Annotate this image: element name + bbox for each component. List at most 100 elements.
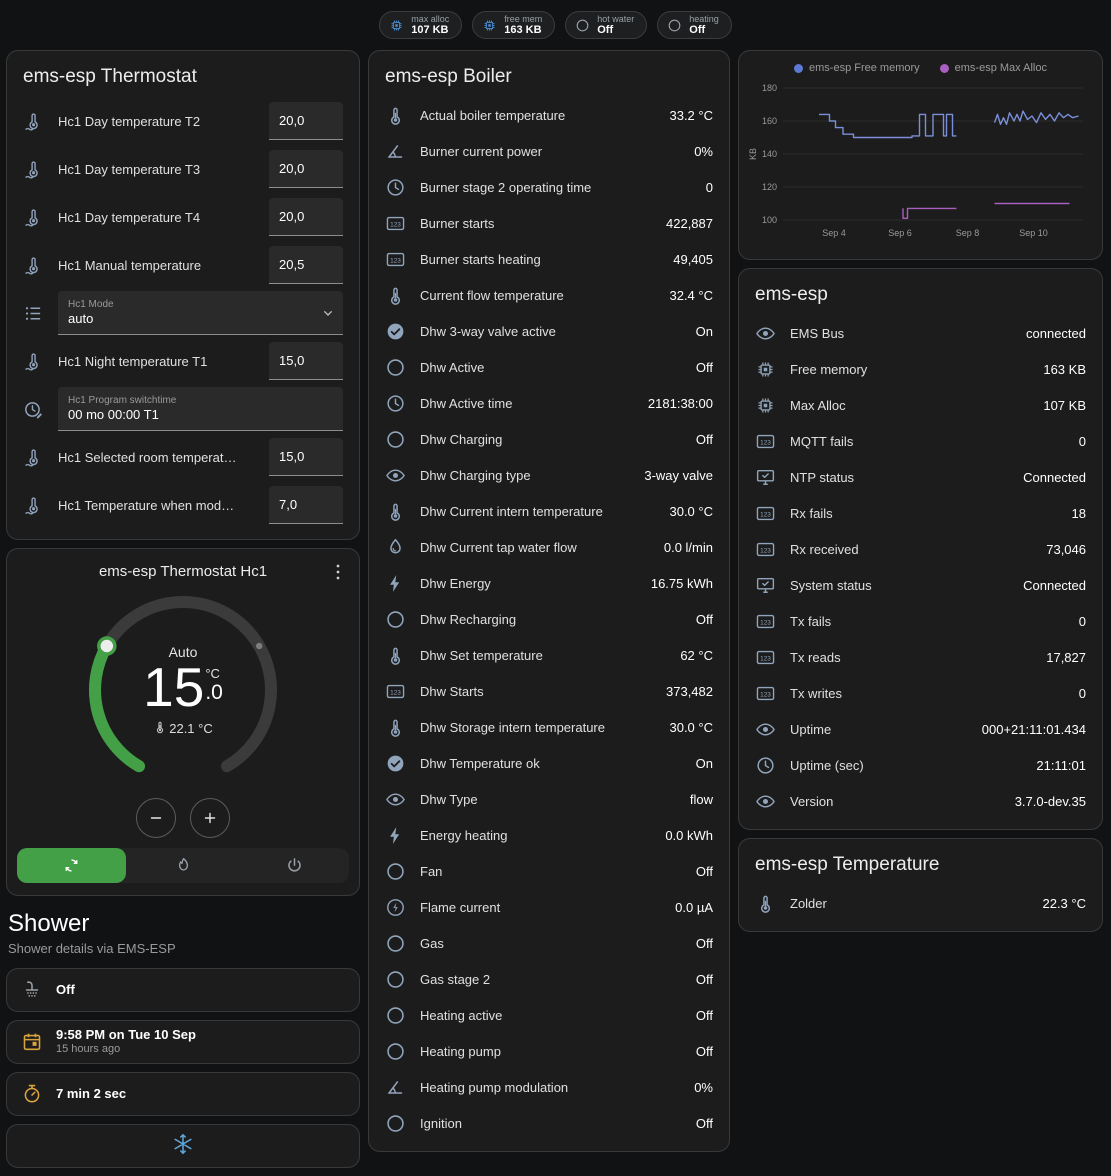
counter-icon: 123 <box>386 684 405 698</box>
setting-label: Hc1 Temperature when mod… <box>58 497 235 513</box>
entity-row[interactable]: Dhw Charging Off <box>385 421 713 457</box>
entity-row[interactable]: 123 Tx fails 0 <box>755 603 1086 639</box>
status-chip[interactable]: hot water Off <box>565 11 648 39</box>
shower-info-card[interactable]: 9:58 PM on Tue 10 Sep 15 hours ago <box>6 1020 360 1064</box>
entity-row[interactable]: Heating pump modulation 0% <box>385 1069 713 1105</box>
decrease-temp-button[interactable] <box>136 798 176 838</box>
increase-temp-button[interactable] <box>190 798 230 838</box>
circle-icon <box>387 934 404 952</box>
entity-state: 3.7.0-dev.35 <box>1014 793 1086 809</box>
text-input[interactable]: Hc1 Program switchtime 00 mo 00:00 T1 <box>58 387 343 431</box>
entity-row[interactable]: System status Connected <box>755 567 1086 603</box>
entity-row[interactable]: Dhw Active time 2181:38:00 <box>385 385 713 421</box>
entity-state: 33.2 °C <box>669 107 713 123</box>
memory-icon <box>758 362 773 376</box>
entity-name: Dhw Charging <box>420 431 503 447</box>
number-input[interactable]: 20,5 <box>269 246 343 284</box>
entity-row[interactable]: 123 Rx fails 18 <box>755 495 1086 531</box>
memory-chart: 100 120 140 160 180 Sep 4 Sep 6 Sep 8 Sep 10 KB <box>748 83 1083 238</box>
entity-row[interactable]: Dhw Storage intern temperature 30.0 °C <box>385 709 713 745</box>
entity-row[interactable]: Dhw Type flow <box>385 781 713 817</box>
number-input[interactable]: 20,0 <box>269 102 343 140</box>
entity-row[interactable]: Energy heating 0.0 kWh <box>385 817 713 853</box>
status-chip[interactable]: max alloc 107 KB <box>379 11 463 39</box>
entity-row[interactable]: Dhw 3-way valve active On <box>385 313 713 349</box>
number-input[interactable]: 20,0 <box>269 198 343 236</box>
circle-icon <box>576 19 589 31</box>
entity-row[interactable]: Dhw Energy 16.75 kWh <box>385 565 713 601</box>
setting-row: Hc1 Day temperature T4 20,0 <box>23 193 343 241</box>
entity-row[interactable]: 123 Burner starts 422,887 <box>385 205 713 241</box>
mode-select[interactable]: Hc1 Mode auto <box>58 291 343 335</box>
setting-row: Hc1 Day temperature T2 20,0 <box>23 97 343 145</box>
entity-row[interactable]: Burner stage 2 operating time 0 <box>385 169 713 205</box>
entity-row[interactable]: Dhw Set temperature 62 °C <box>385 637 713 673</box>
legend-label: ems-esp Free memory <box>809 62 920 74</box>
entity-state: 62 °C <box>680 647 713 663</box>
entity-row[interactable]: Version 3.7.0-dev.35 <box>755 783 1086 819</box>
entity-name: Dhw Storage intern temperature <box>420 719 605 735</box>
check-circle-icon <box>387 755 404 771</box>
entity-row[interactable]: Ignition Off <box>385 1105 713 1141</box>
entity-name: Dhw Recharging <box>420 611 517 627</box>
entity-row[interactable]: Dhw Current tap water flow 0.0 l/min <box>385 529 713 565</box>
entity-row[interactable]: Dhw Temperature ok On <box>385 745 713 781</box>
hvac-mode-autorenew-button[interactable] <box>17 848 126 883</box>
chip-label: free mem <box>504 13 543 24</box>
fire-icon <box>178 858 188 871</box>
number-input[interactable]: 15,0 <box>269 342 343 380</box>
entity-row[interactable]: Dhw Current intern temperature 30.0 °C <box>385 493 713 529</box>
entity-row[interactable]: Free memory 163 KB <box>755 351 1086 387</box>
entity-row[interactable]: Burner current power 0% <box>385 133 713 169</box>
number-input[interactable]: 7,0 <box>269 486 343 524</box>
entity-row[interactable]: Heating active Off <box>385 997 713 1033</box>
shower-info-card[interactable]: 7 min 2 sec <box>6 1072 360 1116</box>
entity-name: Dhw Active time <box>420 395 513 411</box>
entity-row[interactable]: Dhw Charging type 3-way valve <box>385 457 713 493</box>
entity-row[interactable]: Gas stage 2 Off <box>385 961 713 997</box>
setting-row: Hc1 Mode auto <box>23 289 343 337</box>
status-chip[interactable]: free mem 163 KB <box>472 11 556 39</box>
hvac-mode-fire-button[interactable] <box>129 848 238 883</box>
number-input[interactable]: 15,0 <box>269 438 343 476</box>
entity-row[interactable]: Actual boiler temperature 33.2 °C <box>385 97 713 133</box>
hvac-mode-power-button[interactable] <box>240 848 349 883</box>
more-options-icon[interactable] <box>327 561 349 583</box>
frost-tile-card[interactable] <box>6 1124 360 1168</box>
entity-row[interactable]: Gas Off <box>385 925 713 961</box>
flash-circle-icon <box>387 898 404 916</box>
entity-row[interactable]: NTP status Connected <box>755 459 1086 495</box>
legend-item[interactable]: ems-esp Free memory <box>794 62 920 74</box>
entity-name: Gas <box>420 935 444 951</box>
shower-info-card[interactable]: Off <box>6 968 360 1012</box>
circle-icon <box>387 1006 404 1024</box>
entity-row[interactable]: 123 Dhw Starts 373,482 <box>385 673 713 709</box>
entity-state: 2181:38:00 <box>647 395 713 411</box>
entity-row[interactable]: 123 Rx received 73,046 <box>755 531 1086 567</box>
entity-row[interactable]: Max Alloc 107 KB <box>755 387 1086 423</box>
eye-icon <box>386 792 405 806</box>
entity-row[interactable]: Fan Off <box>385 853 713 889</box>
entity-row[interactable]: Uptime (sec) 21:11:01 <box>755 747 1086 783</box>
setting-label: Hc1 Night temperature T1 <box>58 353 208 369</box>
entity-row[interactable]: 123 Burner starts heating 49,405 <box>385 241 713 277</box>
thermometer-water-icon <box>25 448 38 467</box>
entity-row[interactable]: 123 Tx writes 0 <box>755 675 1086 711</box>
entity-row[interactable]: Heating pump Off <box>385 1033 713 1069</box>
entity-row[interactable]: Dhw Recharging Off <box>385 601 713 637</box>
entity-row[interactable]: 123 MQTT fails 0 <box>755 423 1086 459</box>
entity-row[interactable]: 123 Tx reads 17,827 <box>755 639 1086 675</box>
legend-item[interactable]: ems-esp Max Alloc <box>939 62 1047 74</box>
entity-row[interactable]: EMS Bus connected <box>755 315 1086 351</box>
entity-name: Rx received <box>790 541 859 557</box>
dial-handle[interactable] <box>97 636 117 656</box>
status-chip[interactable]: heating Off <box>657 11 732 39</box>
entity-name: Max Alloc <box>790 397 846 413</box>
entity-row[interactable]: Uptime 000+21:11:01.434 <box>755 711 1086 747</box>
entity-row[interactable]: Dhw Active Off <box>385 349 713 385</box>
entity-row[interactable]: Zolder 22.3 °C <box>755 885 1086 921</box>
number-input[interactable]: 20,0 <box>269 150 343 188</box>
entity-row[interactable]: Flame current 0.0 µA <box>385 889 713 925</box>
current-temp-value: 22.1 °C <box>169 720 213 736</box>
entity-row[interactable]: Current flow temperature 32.4 °C <box>385 277 713 313</box>
